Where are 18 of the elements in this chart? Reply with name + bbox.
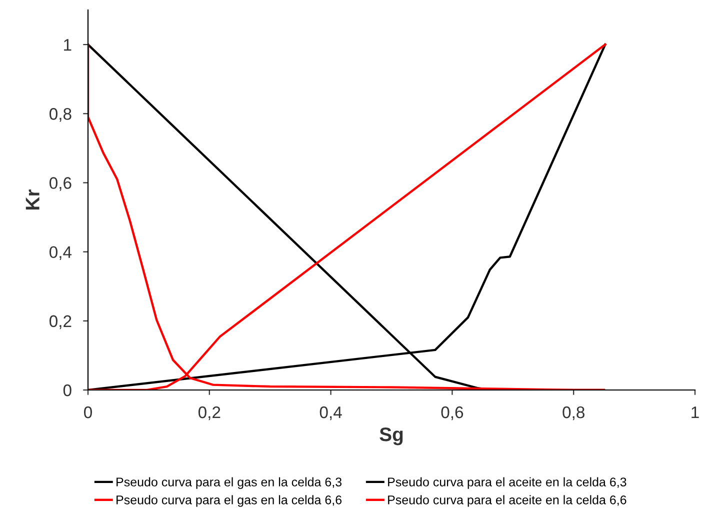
x-tick-label: 0,4 xyxy=(320,406,342,420)
y-tick-label: 0,2 xyxy=(50,315,72,330)
x-axis-title: Sg xyxy=(380,427,403,446)
legend-label: Pseudo curva para el aceite en la celda 6,6 xyxy=(388,495,626,507)
y-tick-label: 0 xyxy=(63,384,72,396)
y-axis-title: Kr xyxy=(26,189,40,210)
x-tick-label: 0,8 xyxy=(562,406,584,420)
legend-label: Pseudo curva para el aceite en la celda 6,3 xyxy=(388,477,626,489)
y-tick-label: 0,6 xyxy=(50,177,72,191)
y-tick-label: 1 xyxy=(64,39,72,51)
x-tick-label: 0 xyxy=(84,406,92,418)
x-tick-label: 1 xyxy=(692,406,699,418)
y-tick-label: 0,8 xyxy=(50,108,72,122)
legend-label: Pseudo curva para el gas en la celda 6,3 xyxy=(116,477,342,489)
y-tick-label: 0,4 xyxy=(50,246,72,260)
x-tick-label: 0,2 xyxy=(198,406,220,420)
x-tick-label: 0,6 xyxy=(441,406,464,420)
legend-label: Pseudo curva para el gas en la celda 6,6 xyxy=(116,495,342,507)
